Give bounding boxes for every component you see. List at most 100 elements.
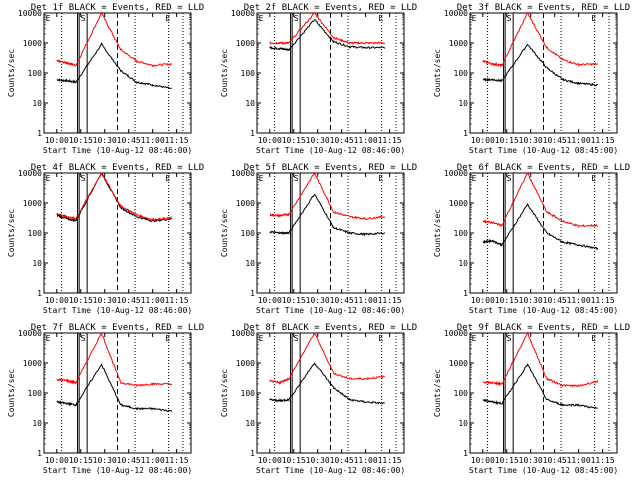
y-tick-label: 100: [454, 69, 469, 78]
x-tick-label: 10:00: [471, 456, 495, 465]
x-tick-label: 11:00: [567, 456, 591, 465]
x-tick-label: 10:30: [93, 296, 117, 305]
x-tick-label: 10:15: [69, 456, 93, 465]
y-tick-label: 1: [463, 449, 468, 458]
marker-label: S: [81, 174, 86, 183]
y-tick-label: 1: [463, 289, 468, 298]
chart-panel-4: Det 4f BLACK = Events, RED = LLD 1 10 100 10…: [7, 163, 204, 315]
y-tick-label: 100: [241, 389, 256, 398]
x-tick-label: 11:00: [567, 296, 591, 305]
series-line-events: [482, 363, 598, 409]
marker-label: E: [472, 174, 477, 183]
y-tick-label: 100: [28, 229, 43, 238]
y-tick-label: 10: [458, 99, 468, 108]
x-tick-label: 10:30: [519, 296, 543, 305]
marker-label: E: [165, 334, 170, 343]
marker-label: S: [507, 334, 512, 343]
series-line-events: [482, 202, 599, 251]
y-tick-label: 10: [32, 419, 42, 428]
y-tick-label: 10: [245, 419, 255, 428]
series-line-events: [269, 194, 386, 237]
x-axis-label: Start Time (10-Aug-12 08:46:00): [256, 306, 405, 315]
marker-label: E: [472, 14, 477, 23]
marker-label: E: [378, 334, 383, 343]
x-axis-label: Start Time (10-Aug-12 08:46:00): [256, 146, 405, 155]
y-tick-label: 100: [241, 69, 256, 78]
y-tick-label: 10: [32, 259, 42, 268]
series-line-events: [269, 19, 386, 52]
x-tick-label: 11:00: [141, 136, 165, 145]
marker-label: E: [591, 334, 596, 343]
x-tick-label: 10:30: [519, 136, 543, 145]
y-tick-label: 1: [250, 129, 255, 138]
y-tick-label: 1000: [449, 359, 468, 368]
y-tick-label: 1: [463, 129, 468, 138]
y-tick-label: 10000: [444, 329, 468, 338]
x-tick-label: 11:15: [591, 136, 615, 145]
series-line-lld: [269, 332, 386, 386]
x-tick-label: 11:15: [165, 136, 189, 145]
y-tick-label: 10: [458, 259, 468, 268]
x-tick-label: 11:15: [591, 456, 615, 465]
y-tick-label: 100: [454, 229, 469, 238]
series-line-lld: [269, 12, 386, 45]
x-tick-label: 10:15: [69, 136, 93, 145]
y-tick-label: 100: [28, 69, 43, 78]
marker-label: E: [378, 174, 383, 183]
y-axis-label: Counts/sec: [7, 49, 16, 97]
x-tick-label: 10:00: [471, 136, 495, 145]
x-tick-label: 11:15: [378, 456, 402, 465]
y-tick-label: 10000: [444, 169, 468, 178]
y-tick-label: 10000: [18, 169, 42, 178]
y-tick-label: 100: [28, 389, 43, 398]
x-tick-label: 10:45: [117, 456, 141, 465]
y-tick-label: 10000: [18, 9, 42, 18]
marker-label: S: [81, 14, 86, 23]
x-tick-label: 10:30: [306, 456, 330, 465]
y-tick-label: 1: [250, 449, 255, 458]
x-tick-label: 11:00: [354, 456, 378, 465]
series-line-events: [269, 362, 385, 405]
marker-label: E: [591, 14, 596, 23]
chart-title: Det 5f BLACK = Events, RED = LLD: [244, 163, 417, 173]
marker-label: E: [259, 14, 264, 23]
marker-label: E: [378, 14, 383, 23]
marker-label: E: [259, 334, 264, 343]
chart-panel-8: Det 8f BLACK = Events, RED = LLD 1 10 100 10…: [220, 323, 417, 475]
y-tick-label: 1: [37, 289, 42, 298]
marker-label: E: [591, 174, 596, 183]
marker-label: E: [165, 174, 170, 183]
x-tick-label: 10:45: [543, 296, 567, 305]
x-tick-label: 11:15: [165, 456, 189, 465]
x-tick-label: 10:00: [45, 456, 69, 465]
x-tick-label: 11:00: [567, 136, 591, 145]
chart-panel-1: Det 1f BLACK = Events, RED = LLD 1 10 100 10…: [7, 3, 204, 155]
chart-title: Det 8f BLACK = Events, RED = LLD: [244, 323, 417, 333]
marker-label: S: [507, 14, 512, 23]
x-tick-label: 10:45: [330, 456, 354, 465]
y-tick-label: 1000: [236, 39, 255, 48]
x-tick-label: 11:15: [165, 296, 189, 305]
marker-label: E: [46, 174, 51, 183]
marker-label: S: [294, 174, 299, 183]
chart-title: Det 7f BLACK = Events, RED = LLD: [31, 323, 204, 333]
x-tick-label: 10:00: [471, 296, 495, 305]
series-line-events: [56, 41, 172, 89]
marker-label: E: [259, 174, 264, 183]
x-tick-label: 10:45: [543, 136, 567, 145]
series-line-lld: [56, 171, 172, 222]
x-tick-label: 10:45: [117, 296, 141, 305]
y-axis-label: Counts/sec: [433, 49, 442, 97]
series-line-lld: [482, 331, 599, 388]
y-axis-label: Counts/sec: [433, 209, 442, 257]
y-tick-label: 10: [245, 259, 255, 268]
x-tick-label: 10:15: [282, 136, 306, 145]
x-tick-label: 10:30: [519, 456, 543, 465]
x-tick-label: 10:00: [258, 136, 282, 145]
x-tick-label: 10:15: [282, 296, 306, 305]
x-axis-label: Start Time (10-Aug-12 08:45:00): [469, 466, 618, 475]
y-tick-label: 1: [37, 129, 42, 138]
y-tick-label: 1000: [236, 199, 255, 208]
marker-label: S: [294, 14, 299, 23]
